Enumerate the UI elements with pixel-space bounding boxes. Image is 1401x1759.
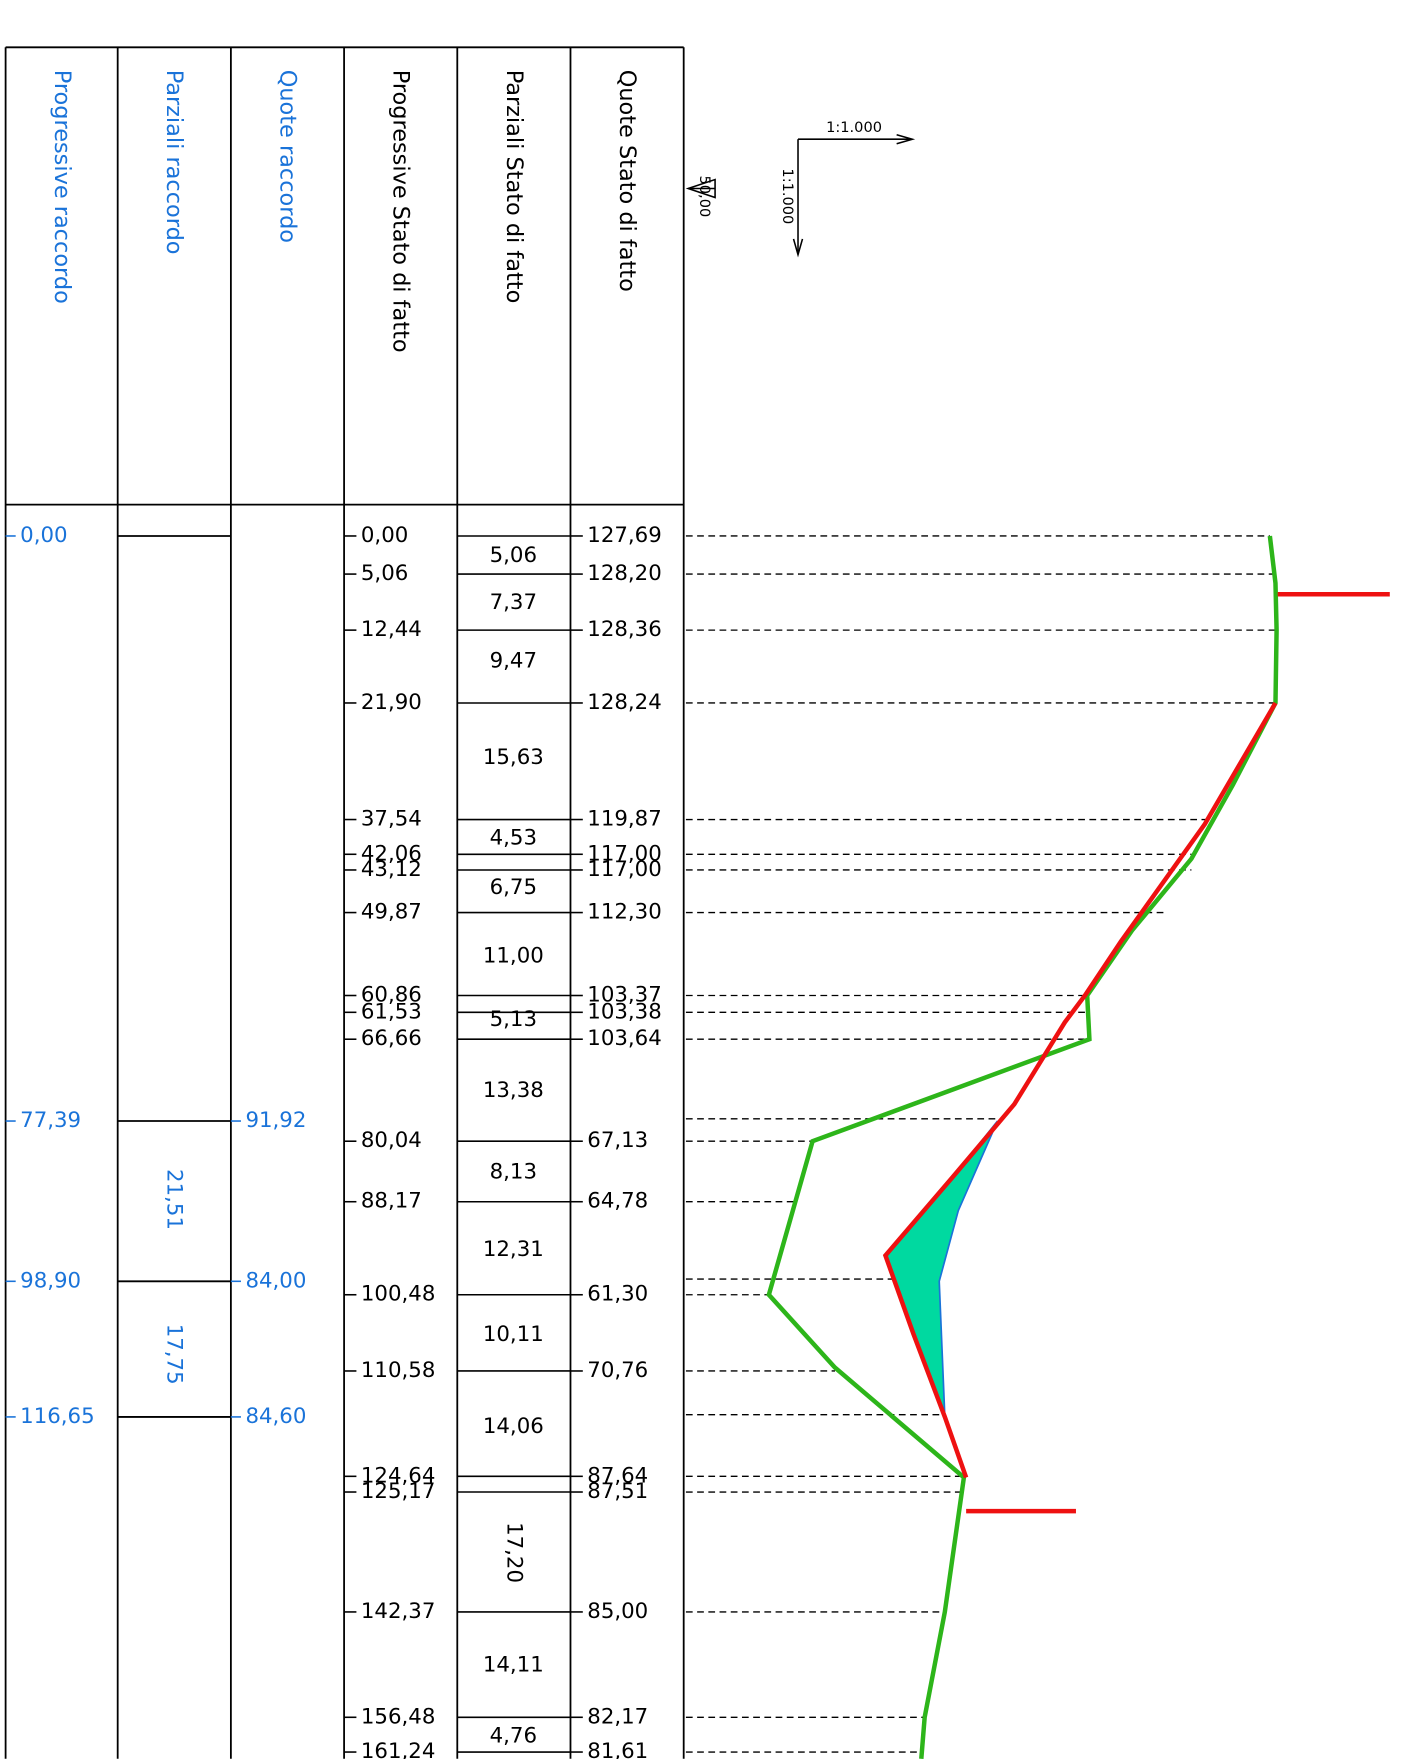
partial-value: 14,11 <box>483 1653 544 1678</box>
progressive-value: 21,90 <box>361 690 422 715</box>
reference-lines <box>685 535 1277 1753</box>
column-header: Parziali Stato di fatto <box>501 70 527 304</box>
progressive-value: 0,00 <box>361 523 408 548</box>
partial-value: 11,00 <box>483 943 544 968</box>
column-header: Quote Stato di fatto <box>614 70 640 292</box>
progressive-value: 60,86 <box>361 983 422 1008</box>
progressive-value: 100,48 <box>361 1282 435 1307</box>
raccordo-quote: 84,60 <box>245 1404 306 1429</box>
quote-value: 117,00 <box>587 857 661 882</box>
quote-value: 70,76 <box>587 1358 648 1383</box>
progressive-value: 43,12 <box>361 857 422 882</box>
partial-value: 12,31 <box>483 1237 544 1262</box>
terrain-line <box>766 535 1279 1759</box>
progressive-value: 124,64 <box>361 1463 435 1488</box>
column-header: Quote raccordo <box>274 70 300 243</box>
raccordo-progressive: 116,65 <box>20 1404 94 1429</box>
raccordo-progressive: 98,90 <box>20 1268 81 1293</box>
progressive-value: 80,04 <box>361 1128 422 1153</box>
partial-value: 4,76 <box>490 1723 537 1748</box>
partial-value: 7,37 <box>490 590 537 615</box>
progressive-value: 37,54 <box>361 807 422 832</box>
quote-value: 103,64 <box>587 1026 661 1051</box>
raccordo-partial: 17,75 <box>162 1324 187 1385</box>
progressive-value: 5,06 <box>361 561 408 586</box>
quote-value: 64,78 <box>587 1189 648 1214</box>
partial-value: 17,20 <box>501 1522 526 1583</box>
progressive-value: 156,48 <box>361 1704 435 1729</box>
partial-value: 6,75 <box>490 875 537 900</box>
raccordo-quote: 91,92 <box>245 1108 306 1133</box>
partial-value: 14,06 <box>483 1414 544 1439</box>
raccordo-progressive: 77,39 <box>20 1108 81 1133</box>
quote-value: 119,87 <box>587 807 661 832</box>
column-header: Progressive Stato di fatto <box>388 70 414 353</box>
quote-value: 128,24 <box>587 690 661 715</box>
quote-value: 127,69 <box>587 523 661 548</box>
datum-label: 50,00 <box>696 176 713 218</box>
progressive-value: 161,24 <box>361 1739 435 1759</box>
quote-value: 128,20 <box>587 561 661 586</box>
scale-symbol <box>685 133 916 258</box>
partial-value: 5,06 <box>490 543 537 568</box>
quote-value: 61,30 <box>587 1282 648 1307</box>
quote-value: 87,64 <box>587 1463 648 1488</box>
progressive-value: 49,87 <box>361 900 422 925</box>
progressive-value: 12,44 <box>361 617 422 642</box>
raccordo-partial: 21,51 <box>162 1169 187 1230</box>
quote-value: 117,00 <box>587 841 661 866</box>
scale-vertical: 1:1.000 <box>779 168 796 224</box>
quote-value: 128,36 <box>587 617 661 642</box>
progressive-value: 125,17 <box>361 1479 435 1504</box>
table-frame <box>4 46 685 1759</box>
column-header: Parziali raccordo <box>161 70 187 255</box>
cut-area <box>884 1120 999 1418</box>
quote-value: 87,51 <box>587 1479 648 1504</box>
quote-value: 82,17 <box>587 1704 648 1729</box>
quote-value: 81,61 <box>587 1739 648 1759</box>
progressive-value: 88,17 <box>361 1189 422 1214</box>
project-line <box>882 701 1278 1479</box>
progressive-value: 66,66 <box>361 1026 422 1051</box>
raccordo-quote: 84,00 <box>245 1268 306 1293</box>
column-header: Progressive raccordo <box>49 70 75 304</box>
partial-value: 5,13 <box>490 1007 537 1032</box>
progressive-value: 61,53 <box>361 999 422 1024</box>
progressive-value: 142,37 <box>361 1599 435 1624</box>
quote-value: 103,37 <box>587 983 661 1008</box>
progressive-value: 110,58 <box>361 1358 435 1383</box>
quote-value: 112,30 <box>587 900 661 925</box>
partial-value: 15,63 <box>483 745 544 770</box>
partial-value: 13,38 <box>483 1078 544 1103</box>
quote-value: 103,38 <box>587 999 661 1024</box>
partial-value: 10,11 <box>483 1322 544 1347</box>
progressive-value: 42,06 <box>361 841 422 866</box>
quote-value: 67,13 <box>587 1128 648 1153</box>
partial-value: 4,53 <box>490 826 537 851</box>
quote-value: 85,00 <box>587 1599 648 1624</box>
raccordo-progressive: 0,00 <box>20 523 67 548</box>
partial-value: 9,47 <box>490 649 537 674</box>
scale-horizontal: 1:1.000 <box>826 119 882 136</box>
table-content: Progressive raccordo Parziali raccordo Quo… <box>5 70 662 1759</box>
partial-value: 8,13 <box>490 1160 537 1185</box>
